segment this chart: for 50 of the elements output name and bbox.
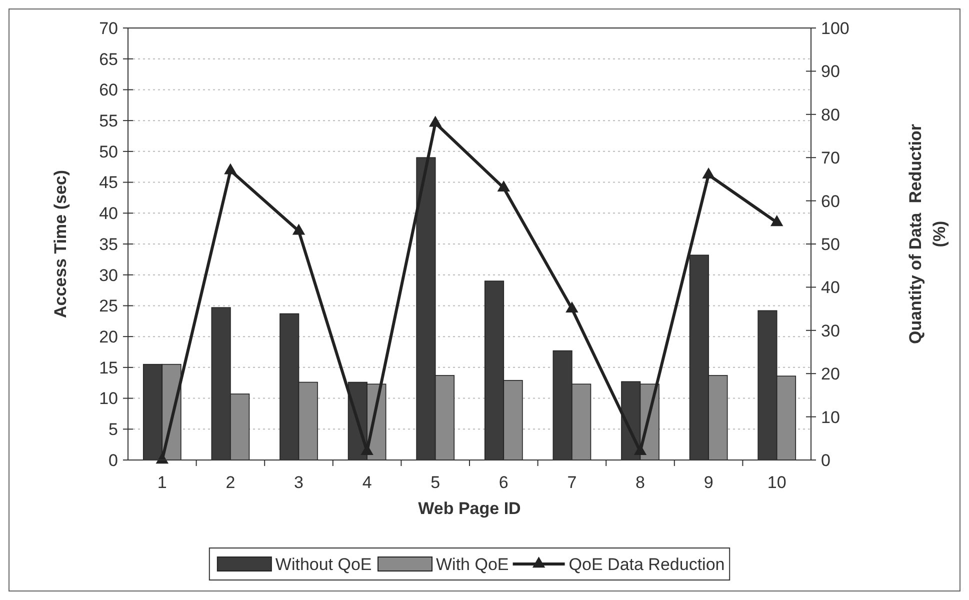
y-tick-label: 60 bbox=[99, 80, 118, 100]
x-tick-label: 5 bbox=[430, 473, 440, 492]
y2-axis-title: Quantity of Data Reductior (%) bbox=[906, 124, 949, 344]
point bbox=[566, 301, 578, 312]
legend-label: QoE Data Reduction bbox=[568, 554, 725, 574]
y-tick-label: 0 bbox=[108, 450, 118, 470]
point bbox=[428, 116, 442, 127]
y2-tick-label: 70 bbox=[821, 148, 840, 168]
y-tick-label: 30 bbox=[99, 266, 118, 285]
x-tick-label: 10 bbox=[767, 473, 786, 492]
y2-tick-label: 10 bbox=[821, 408, 840, 427]
y2-tick-label: 0 bbox=[821, 450, 830, 470]
y-tick-label: 55 bbox=[99, 112, 118, 131]
y2-tick-label: 80 bbox=[821, 105, 840, 124]
x-tick-label: 8 bbox=[636, 473, 645, 492]
point bbox=[702, 168, 715, 179]
y-tick-label: 70 bbox=[99, 18, 118, 38]
y2-tick-label: 30 bbox=[821, 321, 840, 340]
y-tick-label: 10 bbox=[99, 389, 118, 408]
point bbox=[770, 215, 784, 226]
x-tick-label: 9 bbox=[704, 473, 714, 492]
y-tick-label: 20 bbox=[99, 328, 118, 347]
y-axis-title: Access Time (sec) bbox=[51, 170, 70, 318]
y2-tick-label: 50 bbox=[821, 234, 840, 254]
point bbox=[224, 163, 237, 174]
y2-tick-label: 40 bbox=[821, 278, 840, 298]
y-tick-label: 45 bbox=[99, 173, 118, 192]
legend-label: With QoE bbox=[436, 554, 509, 574]
y-tick-label: 50 bbox=[99, 142, 118, 162]
y2-tick-label: 100 bbox=[821, 18, 850, 38]
x-tick-label: 6 bbox=[498, 473, 508, 492]
y-tick-label: 15 bbox=[99, 358, 118, 378]
x-tick-label: 2 bbox=[226, 473, 236, 492]
point bbox=[634, 444, 647, 456]
y-tick-label: 35 bbox=[99, 234, 118, 254]
legend-label: Without QoE bbox=[275, 554, 372, 574]
x-axis-title: Web Page ID bbox=[418, 499, 521, 518]
x-tick-label: 1 bbox=[157, 473, 167, 492]
point bbox=[292, 224, 306, 235]
y-tick-label: 40 bbox=[99, 204, 118, 224]
y2-tick-label: 60 bbox=[821, 192, 840, 211]
x-tick-label: 7 bbox=[567, 473, 577, 492]
x-tick-label: 3 bbox=[294, 473, 304, 492]
y2-tick-label: 20 bbox=[821, 364, 840, 384]
y-tick-label: 5 bbox=[108, 420, 118, 440]
y2-tick-label: 90 bbox=[821, 62, 840, 82]
y-tick-label: 65 bbox=[99, 50, 118, 69]
point bbox=[497, 180, 510, 192]
y-tick-label: 25 bbox=[99, 296, 118, 316]
x-tick-label: 4 bbox=[362, 473, 372, 492]
